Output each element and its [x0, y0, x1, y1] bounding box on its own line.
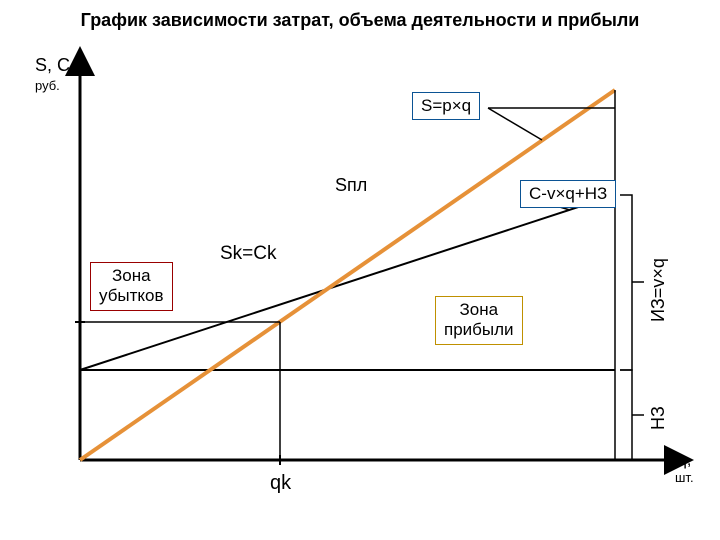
nz-label: НЗ: [648, 406, 669, 430]
iz-label: ИЗ=v×q: [648, 258, 669, 322]
loss-zone-box: Зона убытков: [90, 262, 173, 311]
s-box-connector: [488, 108, 542, 140]
s-formula-box: S=p×q: [412, 92, 480, 120]
skck-label: Sk=Ck: [220, 243, 277, 265]
nz-bracket: [620, 370, 644, 460]
qk-label: qk: [270, 472, 291, 495]
spl-label: Sпл: [335, 175, 367, 196]
iz-bracket: [620, 195, 644, 370]
diagram-canvas: График зависимости затрат, объема деятел…: [0, 0, 720, 540]
profit-zone-box: Зона прибыли: [435, 296, 523, 345]
c-formula-box: C-v×q+НЗ: [520, 180, 616, 208]
